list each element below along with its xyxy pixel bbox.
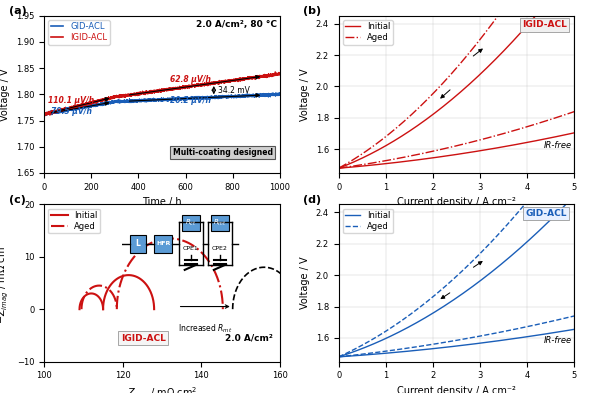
Text: 20.2 μV/h: 20.2 μV/h bbox=[170, 96, 211, 105]
Text: GID-ACL: GID-ACL bbox=[526, 209, 567, 218]
Legend: Initial, Aged: Initial, Aged bbox=[48, 209, 100, 233]
Legend: Initial, Aged: Initial, Aged bbox=[343, 209, 393, 233]
Y-axis label: Voltage / V: Voltage / V bbox=[1, 68, 11, 121]
Text: 79.5 μV/h: 79.5 μV/h bbox=[51, 107, 92, 116]
Line: IGID-ACL: IGID-ACL bbox=[44, 72, 280, 116]
IGID-ACL bbox=[276, 71, 283, 76]
X-axis label: Time / h: Time / h bbox=[142, 197, 182, 207]
GID-ACL bbox=[180, 96, 187, 101]
GID-ACL bbox=[228, 95, 235, 100]
GID-ACL bbox=[126, 97, 133, 102]
IGID-ACL bbox=[126, 93, 133, 98]
GID-ACL bbox=[273, 90, 280, 95]
IGID-ACL bbox=[41, 114, 48, 118]
IGID-ACL bbox=[41, 112, 48, 117]
Line: GID-ACL: GID-ACL bbox=[44, 93, 280, 116]
Text: (c): (c) bbox=[9, 195, 26, 205]
IGID-ACL bbox=[190, 84, 197, 89]
IGID-ACL bbox=[216, 81, 223, 86]
X-axis label: Current density / A cm⁻²: Current density / A cm⁻² bbox=[397, 386, 516, 393]
GID-ACL bbox=[43, 113, 50, 118]
Y-axis label: $-Z_{imag}$ / mΩ cm$^2$: $-Z_{imag}$ / mΩ cm$^2$ bbox=[0, 242, 11, 324]
Text: 34.2 mV: 34.2 mV bbox=[218, 86, 250, 95]
GID-ACL bbox=[52, 110, 59, 114]
GID-ACL bbox=[41, 112, 48, 116]
Text: IGID-ACL: IGID-ACL bbox=[121, 334, 166, 343]
X-axis label: $Z_{real}$ / mΩ cm$^2$: $Z_{real}$ / mΩ cm$^2$ bbox=[127, 386, 197, 393]
Text: IR-free: IR-free bbox=[544, 141, 572, 150]
Text: 2.0 A/cm², 80 °C: 2.0 A/cm², 80 °C bbox=[196, 20, 277, 29]
Text: IR-free: IR-free bbox=[544, 336, 572, 345]
Y-axis label: Voltage / V: Voltage / V bbox=[300, 68, 310, 121]
IGID-ACL bbox=[228, 79, 235, 83]
IGID-ACL bbox=[52, 109, 59, 114]
IGID-ACL bbox=[272, 69, 279, 74]
Text: Multi-coating designed: Multi-coating designed bbox=[173, 148, 273, 157]
Text: (a): (a) bbox=[9, 6, 27, 16]
Text: 62.8 μV/h: 62.8 μV/h bbox=[170, 75, 211, 84]
Text: (b): (b) bbox=[303, 6, 322, 16]
Text: (d): (d) bbox=[303, 195, 322, 205]
Y-axis label: Voltage / V: Voltage / V bbox=[300, 257, 310, 309]
X-axis label: Current density / A cm⁻²: Current density / A cm⁻² bbox=[397, 197, 516, 207]
Legend: GID-ACL, IGID-ACL: GID-ACL, IGID-ACL bbox=[48, 20, 110, 44]
Text: 2.0 A/cm²: 2.0 A/cm² bbox=[225, 334, 273, 343]
GID-ACL bbox=[216, 95, 223, 100]
GID-ACL bbox=[276, 91, 283, 95]
Text: IGID-ACL: IGID-ACL bbox=[522, 20, 567, 29]
GID-ACL bbox=[190, 97, 197, 101]
Legend: Initial, Aged: Initial, Aged bbox=[343, 20, 393, 44]
Text: 110.1 μV/h: 110.1 μV/h bbox=[48, 96, 94, 105]
IGID-ACL bbox=[180, 85, 187, 90]
Text: Increased $R_{mt}$: Increased $R_{mt}$ bbox=[178, 322, 233, 335]
